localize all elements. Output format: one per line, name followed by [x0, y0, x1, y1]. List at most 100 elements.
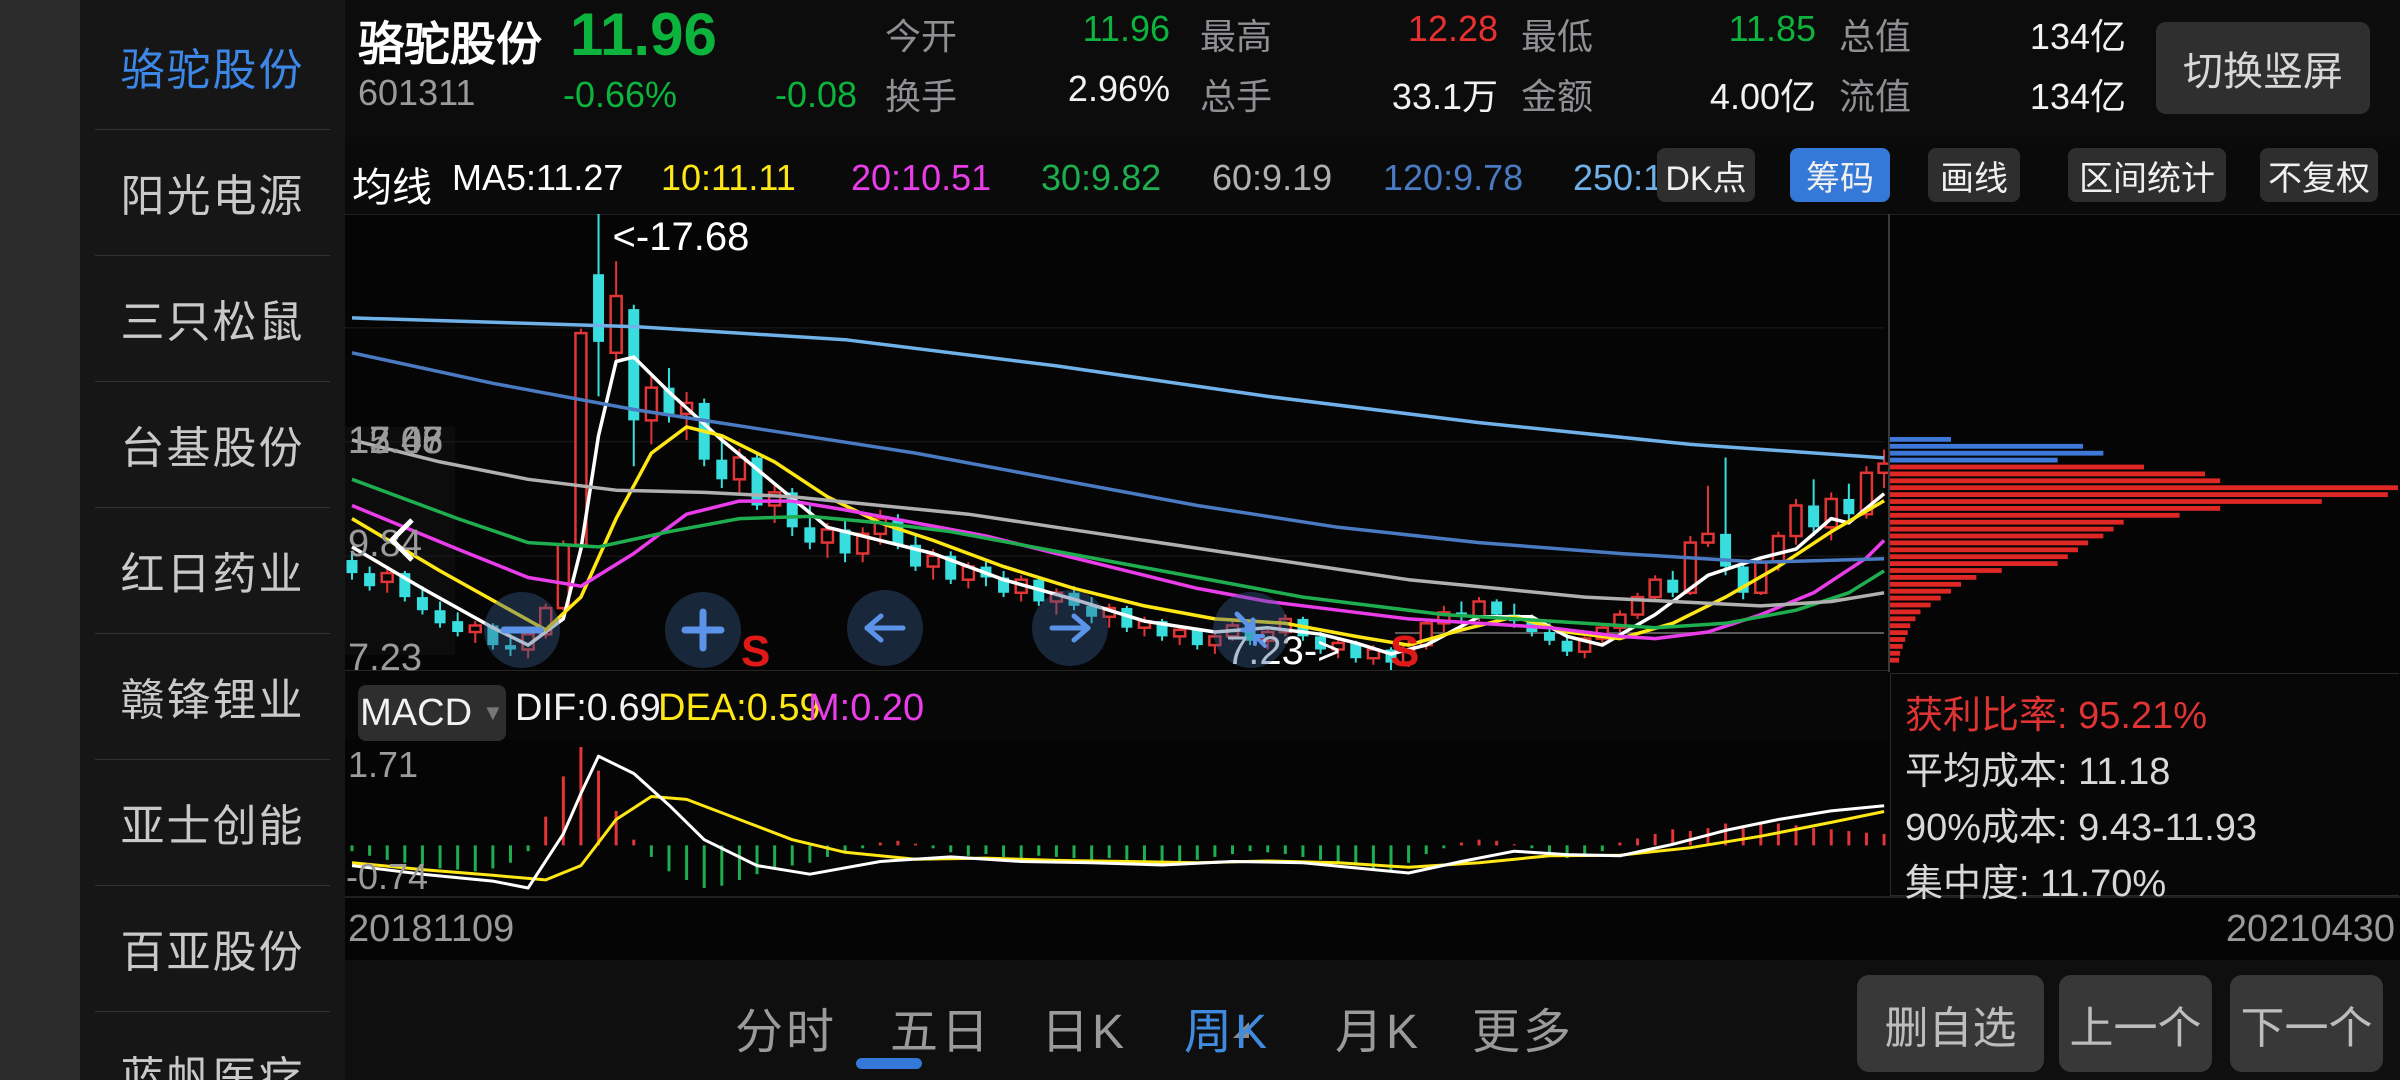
rotate-screen-button[interactable]: 切换竖屏: [2156, 22, 2370, 114]
ma-line-MA20: [351, 499, 1886, 641]
float-button-zoom-in[interactable]: [665, 592, 741, 668]
sidebar-item-2[interactable]: 三只松鼠: [120, 298, 305, 347]
float-button-pan-left[interactable]: [847, 590, 923, 666]
tab-日K[interactable]: 日K: [1041, 1006, 1128, 1059]
chip-bar: [1890, 588, 1951, 594]
chip-bar: [1890, 561, 2058, 566]
y-axis-label: 7.23: [348, 637, 422, 672]
sell-signal-marker: S: [1390, 627, 1419, 672]
chip-stats-panel: 获利比率: 95.21% 平均成本: 11.18 90%成本: 9.43-11.93…: [1890, 673, 2399, 905]
sidebar-item-7[interactable]: 百亚股份: [120, 928, 305, 977]
more-dropdown-icon: [1233, 1022, 1249, 1038]
chip-bar: [1890, 575, 1977, 580]
indicator-selector[interactable]: MACD ▼: [358, 685, 506, 741]
chip-stat-line: 获利比率: 95.21%: [1905, 695, 2207, 737]
chevron-left-drawing: [388, 518, 414, 562]
chip-stat-line: 平均成本: 11.18: [1905, 751, 2171, 793]
sidebar-item-8[interactable]: 蓝帆医疗: [120, 1054, 305, 1080]
sidebar-item-0[interactable]: 骆驼股份: [120, 46, 305, 95]
chip-bar: [1890, 464, 2144, 470]
change-percent: -0.66%: [563, 74, 678, 115]
divider: [95, 1011, 330, 1012]
tab-五日[interactable]: 五日: [890, 1006, 993, 1059]
ma-value-120: 120:9.78: [1383, 157, 1524, 198]
tool-button-不复权[interactable]: 不复权: [2260, 148, 2378, 202]
chip-bar: [1890, 471, 2205, 477]
stat-value: 33.1万: [1391, 76, 1498, 117]
ma-line-MA250: [351, 316, 1885, 460]
ma-line-MA60: [351, 438, 1885, 608]
divider: [95, 633, 330, 634]
float-button-zoom-out[interactable]: [484, 592, 560, 668]
chip-bar: [1890, 657, 1900, 663]
stat-label: 最低: [1521, 16, 1594, 57]
chip-bar: [1890, 457, 2058, 463]
y-axis-label: 15.07: [348, 420, 443, 462]
macd-dif-line: [351, 754, 1885, 890]
chip-bar: [1890, 526, 2114, 532]
stat-label: 总值: [1839, 16, 1912, 57]
sidebar-item-4[interactable]: 红日药业: [120, 550, 305, 599]
tab-更多[interactable]: 更多: [1472, 1006, 1575, 1059]
chip-bar: [1890, 644, 1903, 649]
ma-line-MA120: [351, 351, 1885, 564]
macd-m-value: M:0.20: [808, 687, 925, 729]
chip-bar: [1890, 512, 2180, 518]
chip-bar: [1890, 533, 2104, 539]
button-删自选[interactable]: 删自选: [1857, 975, 2044, 1072]
chip-bar: [1890, 609, 1921, 615]
chip-stat-line: 90%成本: 9.43-11.93: [1905, 807, 2258, 849]
stat-value: 11.96: [1082, 8, 1170, 49]
chip-bar: [1890, 568, 2002, 573]
stat-label: 金额: [1521, 76, 1594, 117]
chip-bar: [1890, 630, 1908, 635]
chip-bar: [1890, 492, 2388, 497]
chip-bar: [1890, 616, 1916, 622]
sidebar-item-6[interactable]: 亚士创能: [120, 802, 305, 851]
stat-label: 最高: [1200, 16, 1273, 57]
quote-header: 骆驼股份 601311 11.96 -0.66% -0.08 切换竖屏 今开 11…: [345, 0, 2400, 138]
float-button-pan-right[interactable]: [1032, 590, 1108, 666]
tool-button-画线[interactable]: 画线: [1928, 148, 2020, 202]
chip-bar: [1890, 443, 2084, 449]
tab-分时[interactable]: 分时: [735, 1006, 838, 1059]
sidebar-edge-strip: [0, 0, 80, 1080]
y-axis-label: 17.68: [348, 420, 443, 462]
stat-value: 12.28: [1407, 8, 1498, 49]
axis-date-end: 20210430: [2225, 908, 2395, 950]
ma-line-MA30: [351, 477, 1886, 630]
stat-value: 134亿: [2029, 16, 2126, 57]
divider: [95, 885, 330, 886]
chip-bar: [1890, 506, 2221, 511]
stat-label: 流值: [1839, 76, 1912, 117]
chip-bar: [1890, 485, 2398, 491]
tab-周K[interactable]: 周K: [1184, 1006, 1271, 1059]
high-annotation: <-17.68: [613, 215, 750, 259]
tool-button-区间统计[interactable]: 区间统计: [2068, 148, 2226, 202]
ma-title: 均线: [352, 166, 432, 210]
divider: [95, 255, 330, 256]
change-value: -0.08: [775, 74, 858, 115]
divider: [95, 507, 330, 508]
button-上一个[interactable]: 上一个: [2059, 975, 2212, 1072]
tool-button-筹码[interactable]: 筹码: [1790, 148, 1890, 202]
stat-label: 总手: [1200, 76, 1273, 117]
ma-value-MA5: MA5:11.27: [452, 157, 624, 198]
stat-value: 134亿: [2029, 76, 2126, 117]
sidebar-item-1[interactable]: 阳光电源: [120, 172, 305, 221]
macd-max-label: 1.71: [348, 744, 419, 785]
tool-button-DK点[interactable]: DK点: [1657, 148, 1755, 202]
low-annotation: 7.23->: [1226, 629, 1341, 672]
sidebar-item-3[interactable]: 台基股份: [120, 424, 305, 473]
indicator-selector-label: MACD: [360, 691, 473, 734]
indicator-toolbar: MACD ▼ DIF:0.69 DEA:0.59 M:0.20: [345, 673, 1888, 741]
chip-bar: [1890, 478, 2221, 484]
button-下一个[interactable]: 下一个: [2230, 975, 2383, 1072]
tab-月K[interactable]: 月K: [1335, 1006, 1422, 1059]
macd-dif-value: DIF:0.69: [515, 687, 661, 729]
float-button-collapse[interactable]: [1213, 592, 1289, 668]
sidebar-item-5[interactable]: 赣锋锂业: [120, 676, 305, 725]
ma-toolbar: 均线 MA5:11.27 10:11.11 20:10.51 30:9.82 60:9.…: [345, 137, 2400, 215]
